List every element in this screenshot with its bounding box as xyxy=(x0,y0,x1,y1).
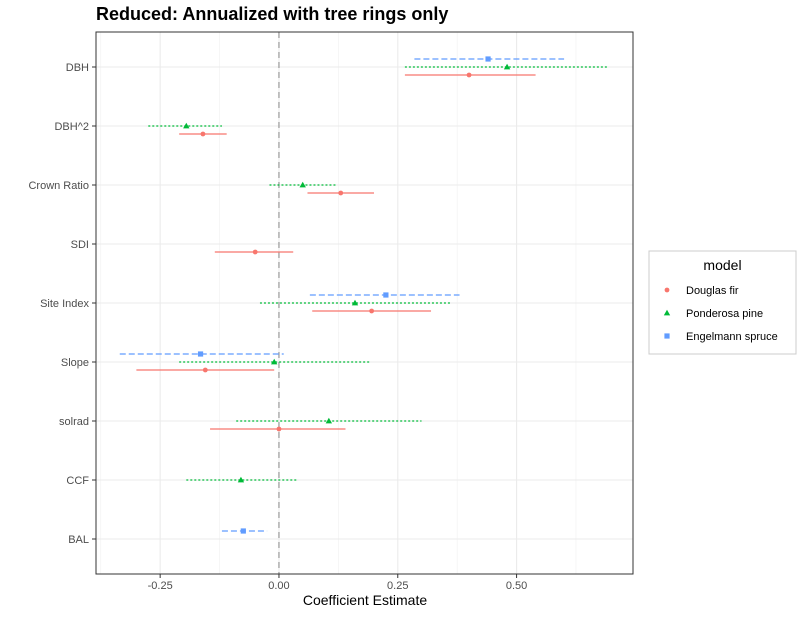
legend-box xyxy=(648,250,797,355)
point-douglas-fir-site-index xyxy=(369,308,375,314)
legend-key-engelmann-spruce xyxy=(664,333,670,339)
point-douglas-fir-dbh xyxy=(466,72,472,78)
series-layer xyxy=(119,56,607,534)
y-tick-label-bal: BAL xyxy=(68,534,89,546)
point-engelmann-spruce-bal xyxy=(240,528,246,534)
axes: DBH DBH^2 Crown Ratio SDI Site Index Slope sol… xyxy=(28,31,634,592)
point-engelmann-spruce-site-index xyxy=(383,292,389,298)
y-tick-label-site-index: Site Index xyxy=(40,298,89,310)
y-tick-label-dbh: DBH xyxy=(66,62,89,74)
x-axis-title: Coefficient Estimate xyxy=(303,592,427,608)
y-tick-label-sdi: SDI xyxy=(71,239,89,251)
y-tick-label-slope: Slope xyxy=(61,357,89,369)
x-tick-label: -0.25 xyxy=(148,580,173,592)
y-tick-label-crown-ratio: Crown Ratio xyxy=(28,180,89,192)
point-ponderosa-pine-solrad xyxy=(325,417,333,424)
y-tick-label-solrad: solrad xyxy=(59,416,89,428)
y-tick-label-ccf: CCF xyxy=(66,475,89,487)
point-douglas-fir-crown-ratio xyxy=(338,190,344,196)
legend-item-douglas-fir: Douglas fir xyxy=(664,285,739,297)
legend-label-ponderosa-pine: Ponderosa pine xyxy=(686,308,763,320)
x-tick-label: 0.50 xyxy=(506,580,527,592)
point-douglas-fir-sdi xyxy=(252,249,258,255)
legend-item-ponderosa-pine: Ponderosa pine xyxy=(663,308,763,320)
point-ponderosa-pine-dbh xyxy=(503,63,511,70)
legend: model Douglas fir Ponderosa pine Engelmann … xyxy=(648,250,797,355)
chart-title: Reduced: Annualized with tree rings only xyxy=(96,4,448,24)
point-ponderosa-pine-ccf xyxy=(237,476,245,483)
legend-label-douglas-fir: Douglas fir xyxy=(686,285,739,297)
point-ponderosa-pine-dbh-sq2 xyxy=(183,122,190,129)
point-douglas-fir-dbh-sq2 xyxy=(200,131,206,137)
series-douglas-fir xyxy=(136,72,536,432)
legend-title: model xyxy=(703,257,741,273)
legend-item-engelmann-spruce: Engelmann spruce xyxy=(664,331,778,343)
point-douglas-fir-solrad xyxy=(276,426,282,432)
point-ponderosa-pine-slope xyxy=(271,358,278,365)
point-engelmann-spruce-slope xyxy=(197,351,204,357)
x-tick-label: 0.00 xyxy=(268,580,289,592)
point-ponderosa-pine-crown-ratio xyxy=(299,181,306,188)
series-ponderosa-pine xyxy=(148,63,607,483)
legend-key-ponderosa-pine xyxy=(663,309,671,316)
legend-label-engelmann-spruce: Engelmann spruce xyxy=(686,331,778,343)
legend-key-douglas-fir xyxy=(664,287,670,293)
point-douglas-fir-slope xyxy=(202,367,208,373)
y-tick-label-dbh-sq2: DBH^2 xyxy=(54,121,89,133)
point-ponderosa-pine-site-index xyxy=(351,299,359,306)
series-engelmann-spruce xyxy=(119,56,565,534)
x-tick-label: 0.25 xyxy=(387,580,408,592)
point-engelmann-spruce-dbh xyxy=(485,56,491,62)
